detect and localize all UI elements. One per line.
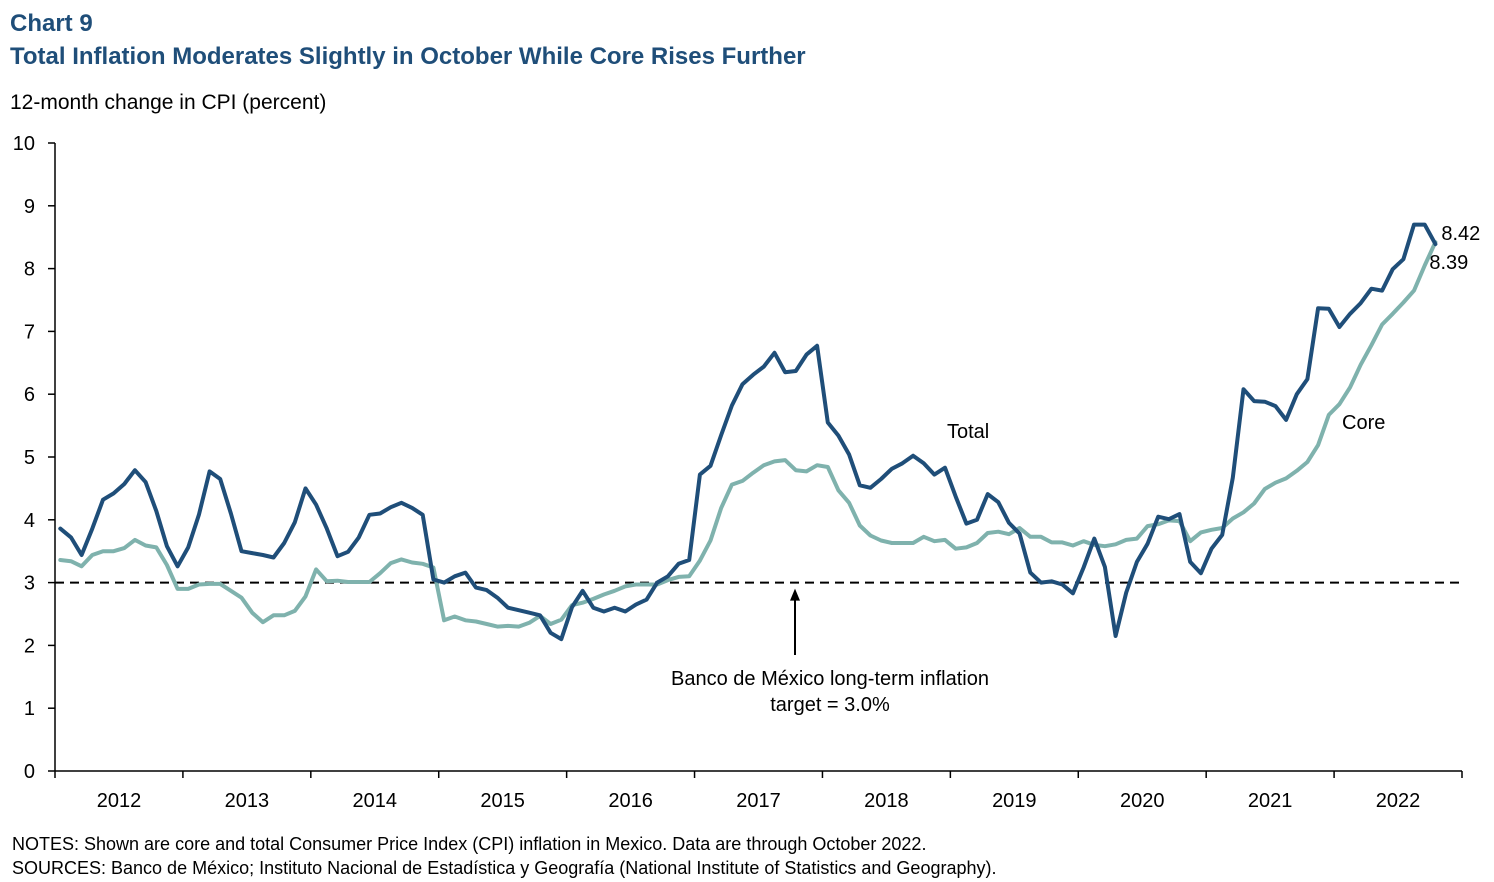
y-tick-label: 3 [24,573,35,595]
y-tick-label: 2 [24,635,35,657]
notes-block: NOTES: Shown are core and total Consumer… [12,832,996,880]
core-end-value-label: 8.42 [1441,223,1480,245]
y-tick-label: 7 [24,321,35,343]
total-series-line [58,222,1438,642]
chart-title: Total Inflation Moderates Slightly in Oc… [10,43,806,70]
y-axis-label: 12-month change in CPI (percent) [10,91,327,114]
x-tick-label: 2019 [992,790,1037,812]
y-tick-label: 10 [13,133,35,155]
x-tick-label: 2020 [1120,790,1165,812]
target-annotation-line2: target = 3.0% [770,694,890,716]
total-end-value-label: 8.39 [1429,252,1468,274]
y-tick-label: 4 [24,510,35,532]
target-annotation-line1: Banco de México long-term inflation [671,668,989,690]
y-tick-label: 8 [24,259,35,281]
target-arrowhead [790,588,800,601]
x-tick-label: 2021 [1248,790,1293,812]
chart-label: Chart 9 [10,10,93,37]
total-series-label: Total [947,421,989,443]
notes-text: NOTES: Shown are core and total Consumer… [12,834,927,854]
x-tick-label: 2014 [353,790,398,812]
x-tick-label: 2016 [608,790,653,812]
x-tick-label: 2022 [1376,790,1421,812]
core-series-label: Core [1342,412,1385,434]
y-tick-label: 0 [24,761,35,783]
x-tick-label: 2018 [864,790,909,812]
x-tick-label: 2017 [736,790,781,812]
x-tick-label: 2012 [97,790,142,812]
x-tick-label: 2013 [225,790,270,812]
y-tick-label: 6 [24,384,35,406]
y-tick-label: 9 [24,196,35,218]
y-tick-label: 1 [24,698,35,720]
sources-text: SOURCES: Banco de México; Instituto Naci… [12,858,997,878]
y-tick-label: 5 [24,447,35,469]
core-series-line [58,240,1438,629]
x-tick-label: 2015 [480,790,525,812]
